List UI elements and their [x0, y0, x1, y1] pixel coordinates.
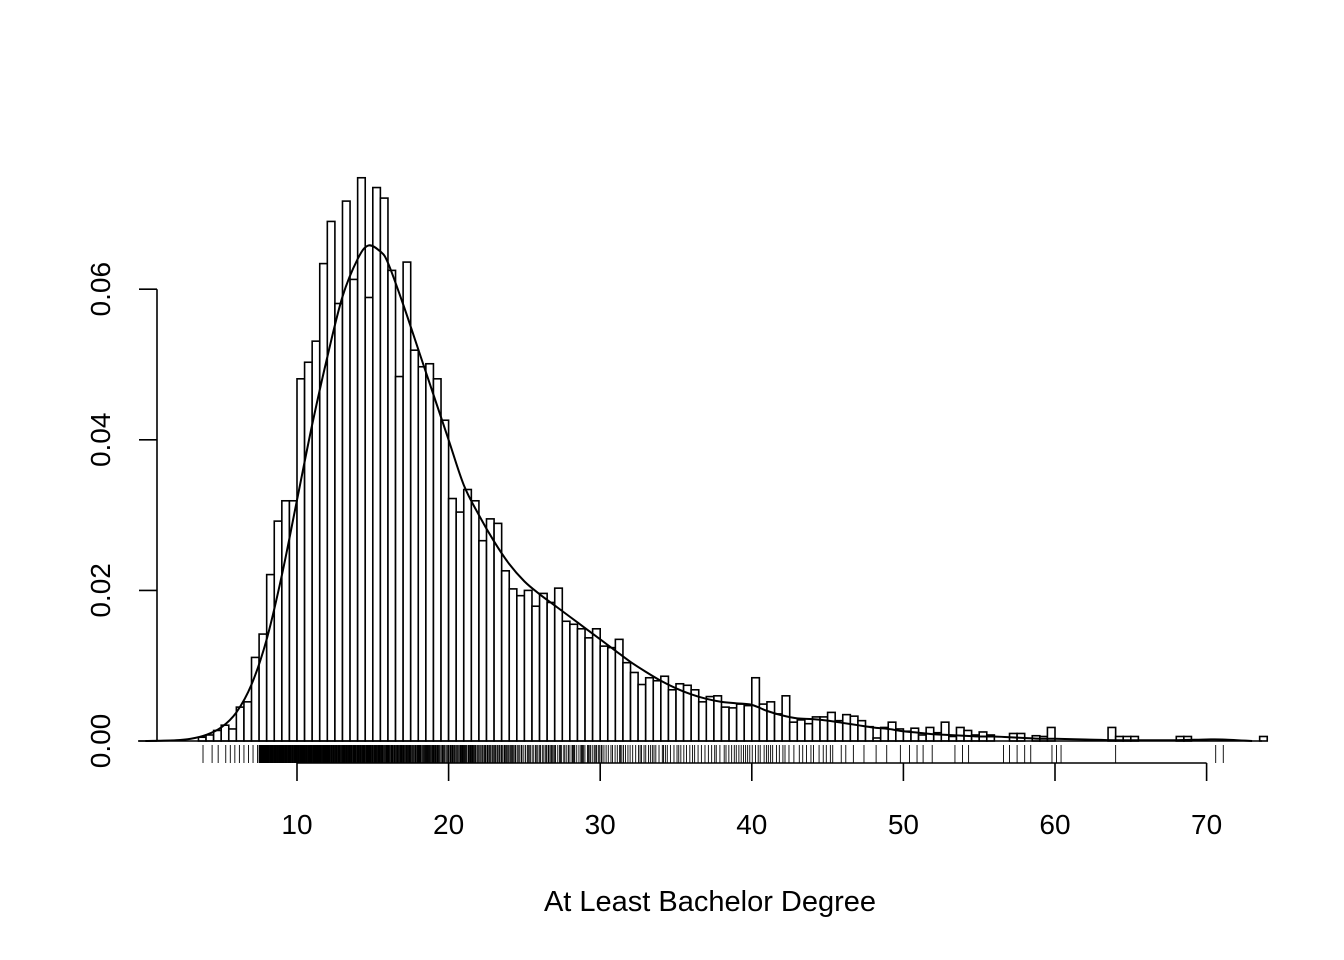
y-tick-label: 0.00 [85, 714, 116, 769]
histogram-bar [364, 296, 374, 742]
histogram-bar [675, 682, 685, 742]
histogram-bar [455, 511, 465, 742]
y-tick-label: 0.06 [85, 262, 116, 317]
histogram-bar [781, 695, 791, 742]
histogram-bar [576, 627, 586, 742]
histogram-bar [788, 721, 799, 742]
histogram-bar [599, 645, 609, 742]
histogram-bar [917, 734, 927, 742]
histogram-bar [227, 728, 238, 742]
x-tick-label: 30 [585, 809, 616, 840]
histogram-bar [1258, 735, 1269, 742]
histogram-bar [500, 570, 511, 742]
histogram-bar [629, 671, 639, 742]
histogram-bar [538, 592, 548, 742]
histogram-bar [296, 378, 306, 742]
histogram-bar [523, 589, 533, 742]
histogram-bar [910, 727, 920, 742]
histogram-bar [356, 176, 367, 742]
histogram-bar [334, 302, 344, 742]
histogram-bar [591, 627, 601, 742]
x-tick-label: 40 [736, 809, 767, 840]
histogram-bar [394, 375, 404, 742]
x-axis-title: At Least Bachelor Degree [544, 886, 876, 918]
histogram-bar [516, 594, 526, 742]
histogram-bar [311, 340, 321, 742]
histogram-bar [470, 499, 480, 742]
histogram-bar [531, 605, 541, 742]
histogram-bar [561, 620, 571, 742]
histogram-bar [637, 683, 647, 742]
histogram-bar [660, 675, 670, 742]
histogram-bar [417, 365, 427, 742]
histogram-bar [750, 676, 761, 742]
histogram-bar [667, 688, 677, 742]
x-tick-label: 50 [888, 809, 919, 840]
histogram-bar [281, 499, 291, 742]
histogram-bar [243, 701, 253, 742]
histogram-bar [478, 539, 488, 742]
histogram-bar [440, 419, 450, 742]
histogram-bar [318, 262, 329, 742]
y-tick-label: 0.02 [85, 563, 116, 618]
histogram-bar [622, 661, 632, 742]
histogram-bar [485, 518, 495, 742]
histogram-bar [864, 725, 874, 742]
histogram-bar [849, 715, 859, 742]
histogram-bar [303, 361, 313, 742]
histogram-bar [349, 278, 359, 742]
histogram-bar [326, 220, 336, 742]
histogram-bar [720, 706, 730, 742]
rug-marks [202, 745, 1224, 763]
histogram-bar [508, 588, 518, 742]
histogram-bar [955, 726, 965, 742]
histogram-bar [857, 719, 867, 742]
histogram-bar [493, 522, 503, 742]
x-axis: 10 20 30 40 50 60 70 [281, 762, 1222, 840]
histogram-bar [796, 719, 806, 742]
histogram-bar [1107, 726, 1117, 742]
histogram-bar [644, 676, 655, 742]
histogram-bar [606, 646, 617, 742]
histogram-bar [205, 734, 215, 742]
histogram-bar [940, 721, 950, 742]
histogram-bar [432, 378, 442, 742]
histogram-bar [425, 362, 435, 742]
histogram-bar [728, 707, 738, 742]
histogram-bar [341, 200, 351, 742]
histogram-bar [705, 695, 715, 742]
histogram-bar [546, 601, 556, 742]
y-axis: 0.00 0.02 0.04 0.06 [85, 262, 158, 769]
histogram-bar [887, 721, 897, 742]
histogram-bar [826, 711, 836, 742]
histogram-bar [773, 713, 783, 742]
histogram-bar [447, 497, 457, 742]
histogram-bar [371, 186, 382, 742]
histogram-bar [273, 520, 283, 742]
histogram-bar [584, 637, 594, 742]
histogram-bar [462, 488, 473, 742]
x-tick-label: 70 [1191, 809, 1222, 840]
histogram-bar [766, 701, 776, 742]
density-curve [145, 244, 1253, 742]
histogram-bar [265, 573, 276, 742]
x-tick-label: 60 [1039, 809, 1070, 840]
histogram-bar [387, 269, 397, 742]
histogram-bar [569, 623, 579, 742]
histogram-bar [697, 701, 708, 742]
histogram-bar [841, 713, 852, 742]
y-tick-label: 0.04 [85, 413, 116, 468]
histogram-bar [652, 679, 662, 742]
histogram-bar [804, 722, 814, 742]
histogram-bars [197, 176, 1269, 742]
histogram-bar [735, 703, 746, 742]
x-tick-label: 10 [281, 809, 312, 840]
histogram-bar [690, 688, 700, 742]
histogram-bar [409, 349, 420, 742]
histogram-bar [743, 704, 753, 742]
x-tick-label: 20 [433, 809, 464, 840]
histogram-bar [379, 197, 389, 742]
histogram-bar [402, 261, 412, 742]
